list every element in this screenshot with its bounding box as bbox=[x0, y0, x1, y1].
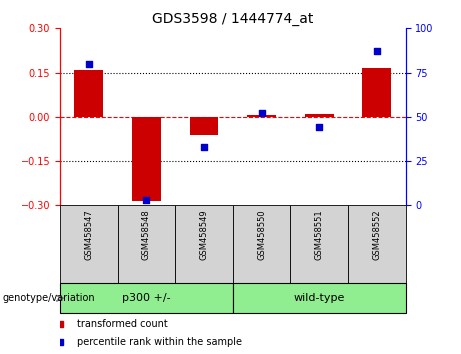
Point bbox=[200, 144, 207, 150]
Bar bbox=[348, 205, 406, 285]
Text: percentile rank within the sample: percentile rank within the sample bbox=[77, 337, 242, 347]
Text: GSM458549: GSM458549 bbox=[200, 209, 208, 260]
Text: GSM458548: GSM458548 bbox=[142, 209, 151, 260]
Bar bbox=[175, 205, 233, 285]
Point bbox=[373, 48, 381, 54]
Bar bbox=[290, 205, 348, 285]
Bar bbox=[74, 70, 103, 117]
Point bbox=[85, 61, 92, 67]
Bar bbox=[362, 68, 391, 117]
Text: GSM458552: GSM458552 bbox=[372, 209, 381, 260]
Bar bbox=[305, 114, 334, 117]
Text: p300 +/-: p300 +/- bbox=[122, 293, 171, 303]
Point bbox=[142, 197, 150, 203]
Text: GSM458550: GSM458550 bbox=[257, 209, 266, 260]
Bar bbox=[233, 283, 406, 313]
Text: transformed count: transformed count bbox=[77, 319, 168, 329]
Text: wild-type: wild-type bbox=[294, 293, 345, 303]
Title: GDS3598 / 1444774_at: GDS3598 / 1444774_at bbox=[152, 12, 313, 26]
Bar bbox=[233, 205, 290, 285]
Bar bbox=[60, 205, 118, 285]
Text: GSM458551: GSM458551 bbox=[315, 209, 324, 260]
Point bbox=[315, 125, 323, 130]
Text: genotype/variation: genotype/variation bbox=[2, 293, 95, 303]
Bar bbox=[189, 117, 219, 135]
Bar bbox=[118, 205, 175, 285]
Bar bbox=[247, 115, 276, 117]
Text: GSM458547: GSM458547 bbox=[84, 209, 93, 260]
Point bbox=[258, 110, 266, 116]
Bar bbox=[132, 117, 161, 201]
Bar bbox=[60, 283, 233, 313]
